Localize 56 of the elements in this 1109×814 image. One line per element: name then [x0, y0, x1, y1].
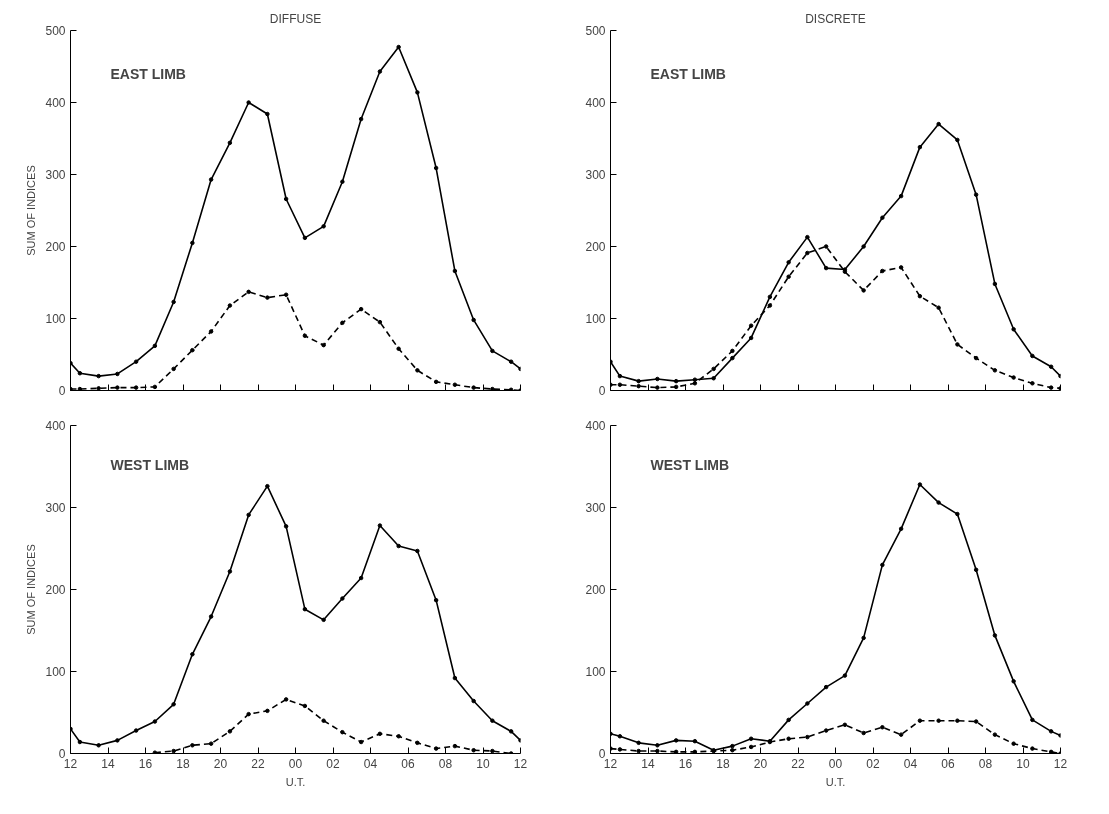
x-tick-label: 04 — [363, 756, 378, 771]
y-tick-label: 500 — [585, 24, 606, 38]
y-tick-label: 100 — [45, 312, 66, 326]
y-tick-label: 400 — [585, 419, 606, 433]
x-tick-label: 08 — [438, 756, 453, 771]
y-tick-label: 100 — [585, 665, 606, 679]
y-tick-label: 500 — [45, 24, 66, 38]
y-tick-label: 200 — [45, 583, 66, 597]
chart-title: DIFFUSE — [269, 11, 322, 26]
y-tick-label: 0 — [58, 384, 66, 398]
y-tick-label: 0 — [598, 747, 606, 761]
x-tick-label: 06 — [401, 756, 415, 771]
y-tick-label: 200 — [585, 583, 606, 597]
y-tick-label: 400 — [45, 419, 66, 433]
y-tick-label: 200 — [45, 240, 66, 254]
x-tick-label: 12 — [1053, 756, 1068, 771]
y-tick-label: 400 — [585, 96, 606, 110]
x-tick-label: 18 — [176, 756, 190, 771]
annotation: EAST LIMB — [650, 65, 726, 82]
y-tick-label: 300 — [45, 168, 66, 182]
x-tick-label: 12 — [513, 756, 528, 771]
y-tick-label: 300 — [585, 501, 606, 515]
x-tick-label: 16 — [138, 756, 153, 771]
annotation: EAST LIMB — [110, 65, 186, 82]
x-axis-title: U.T. — [825, 775, 846, 788]
y-tick-label: 0 — [58, 747, 66, 761]
annotation: WEST LIMB — [650, 456, 730, 473]
x-tick-label: 00 — [288, 756, 303, 771]
y-tick-label: 0 — [598, 384, 606, 398]
x-tick-label: 02 — [866, 756, 880, 771]
x-tick-label: 22 — [251, 756, 265, 771]
y-axis-title: SUM OF INDICES — [25, 165, 38, 256]
x-tick-label: 14 — [101, 756, 115, 771]
x-tick-label: 10 — [1016, 756, 1030, 771]
y-tick-label: 100 — [45, 665, 66, 679]
y-tick-label: 300 — [45, 501, 66, 515]
x-tick-label: 20 — [213, 756, 228, 771]
x-tick-label: 16 — [678, 756, 693, 771]
x-tick-label: 18 — [716, 756, 730, 771]
x-tick-label: 20 — [753, 756, 768, 771]
x-tick-label: 00 — [828, 756, 843, 771]
annotation: WEST LIMB — [110, 456, 190, 473]
x-tick-label: 06 — [941, 756, 955, 771]
x-tick-label: 10 — [476, 756, 490, 771]
y-tick-label: 300 — [585, 168, 606, 182]
y-tick-label: 100 — [585, 312, 606, 326]
x-tick-label: 14 — [641, 756, 655, 771]
y-axis-title: SUM OF INDICES — [25, 544, 38, 635]
x-axis-title: U.T. — [285, 775, 306, 788]
x-tick-label: 04 — [903, 756, 918, 771]
chart-title: DISCRETE — [805, 11, 866, 26]
y-tick-label: 400 — [45, 96, 66, 110]
y-tick-label: 200 — [585, 240, 606, 254]
x-tick-label: 22 — [791, 756, 805, 771]
x-tick-label: 08 — [978, 756, 993, 771]
x-tick-label: 02 — [326, 756, 340, 771]
